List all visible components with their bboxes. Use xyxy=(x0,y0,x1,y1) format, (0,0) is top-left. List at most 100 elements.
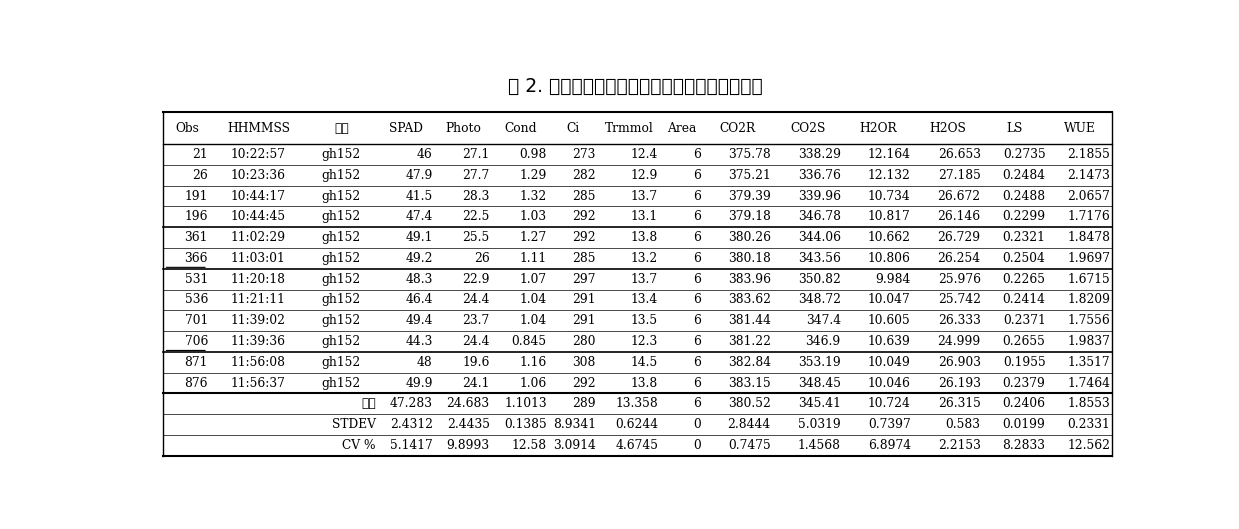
Text: 1.8553: 1.8553 xyxy=(1068,397,1110,411)
Text: gh152: gh152 xyxy=(322,252,361,265)
Text: 0.2655: 0.2655 xyxy=(1002,335,1046,348)
Text: 381.44: 381.44 xyxy=(727,314,771,327)
Text: 346.78: 346.78 xyxy=(798,211,841,223)
Text: 347.4: 347.4 xyxy=(805,314,841,327)
Text: 10.662: 10.662 xyxy=(867,231,911,244)
Text: LS: LS xyxy=(1007,122,1023,135)
Text: 13.4: 13.4 xyxy=(631,294,658,306)
Text: 2.0657: 2.0657 xyxy=(1068,189,1110,203)
Text: 8.9341: 8.9341 xyxy=(553,418,596,431)
Text: 1.06: 1.06 xyxy=(519,377,546,389)
Text: 14.5: 14.5 xyxy=(631,356,658,369)
Text: 26.254: 26.254 xyxy=(938,252,981,265)
Text: H2OR: H2OR xyxy=(859,122,897,135)
Text: 26.653: 26.653 xyxy=(938,148,981,161)
Text: 6: 6 xyxy=(693,252,701,265)
Text: 表 2. 同一春油菜叶片的不同光合气体交换参数据: 表 2. 同一春油菜叶片的不同光合气体交换参数据 xyxy=(508,77,762,96)
Text: 2.1473: 2.1473 xyxy=(1068,169,1110,182)
Text: 28.3: 28.3 xyxy=(462,189,489,203)
Text: 12.562: 12.562 xyxy=(1067,439,1110,452)
Text: 27.1: 27.1 xyxy=(462,148,489,161)
Text: gh152: gh152 xyxy=(322,314,361,327)
Text: 346.9: 346.9 xyxy=(805,335,841,348)
Text: 1.29: 1.29 xyxy=(519,169,546,182)
Text: HHMMSS: HHMMSS xyxy=(227,122,290,135)
Text: 49.9: 49.9 xyxy=(405,377,432,389)
Text: 6: 6 xyxy=(693,377,701,389)
Text: gh152: gh152 xyxy=(322,294,361,306)
Text: 8.2833: 8.2833 xyxy=(1002,439,1046,452)
Text: 273: 273 xyxy=(572,148,596,161)
Text: 0.583: 0.583 xyxy=(945,418,981,431)
Text: 6: 6 xyxy=(693,148,701,161)
Text: gh152: gh152 xyxy=(322,189,361,203)
Text: 21: 21 xyxy=(192,148,208,161)
Text: 48.3: 48.3 xyxy=(405,272,432,286)
Text: 24.683: 24.683 xyxy=(446,397,489,411)
Text: Trmmol: Trmmol xyxy=(605,122,653,135)
Text: 380.52: 380.52 xyxy=(729,397,771,411)
Text: 10:44:45: 10:44:45 xyxy=(230,211,286,223)
Text: 381.22: 381.22 xyxy=(727,335,771,348)
Text: 536: 536 xyxy=(185,294,208,306)
Text: 49.4: 49.4 xyxy=(405,314,432,327)
Text: 0.0199: 0.0199 xyxy=(1002,418,1046,431)
Text: 191: 191 xyxy=(185,189,208,203)
Text: 1.03: 1.03 xyxy=(519,211,546,223)
Text: 11:21:11: 11:21:11 xyxy=(230,294,286,306)
Text: 1.6715: 1.6715 xyxy=(1068,272,1110,286)
Text: 380.18: 380.18 xyxy=(729,252,771,265)
Text: gh152: gh152 xyxy=(322,272,361,286)
Text: 876: 876 xyxy=(185,377,208,389)
Text: Ci: Ci xyxy=(566,122,580,135)
Text: 46: 46 xyxy=(418,148,432,161)
Text: 344.06: 344.06 xyxy=(798,231,841,244)
Text: WUE: WUE xyxy=(1064,122,1095,135)
Text: 291: 291 xyxy=(572,294,596,306)
Text: 13.7: 13.7 xyxy=(631,272,658,286)
Text: 2.1855: 2.1855 xyxy=(1068,148,1110,161)
Text: 2.4435: 2.4435 xyxy=(447,418,489,431)
Text: 2.2153: 2.2153 xyxy=(938,439,981,452)
Text: 11:56:08: 11:56:08 xyxy=(230,356,286,369)
Text: 6: 6 xyxy=(693,397,701,411)
Text: 0.2299: 0.2299 xyxy=(1002,211,1046,223)
Text: 0.2484: 0.2484 xyxy=(1002,169,1046,182)
Text: 366: 366 xyxy=(185,252,208,265)
Text: 289: 289 xyxy=(572,397,596,411)
Text: 706: 706 xyxy=(185,335,208,348)
Text: 编号: 编号 xyxy=(335,122,348,135)
Text: 1.1013: 1.1013 xyxy=(504,397,546,411)
Text: 25.5: 25.5 xyxy=(462,231,489,244)
Text: 13.7: 13.7 xyxy=(631,189,658,203)
Text: 196: 196 xyxy=(185,211,208,223)
Text: 24.1: 24.1 xyxy=(462,377,489,389)
Text: 282: 282 xyxy=(572,169,596,182)
Text: 0.845: 0.845 xyxy=(512,335,546,348)
Text: 0.2504: 0.2504 xyxy=(1002,252,1046,265)
Text: 22.9: 22.9 xyxy=(462,272,489,286)
Text: 10.639: 10.639 xyxy=(867,335,911,348)
Text: 2.4312: 2.4312 xyxy=(390,418,432,431)
Text: 292: 292 xyxy=(572,231,596,244)
Text: 11:39:02: 11:39:02 xyxy=(230,314,286,327)
Text: 336.76: 336.76 xyxy=(798,169,841,182)
Text: gh152: gh152 xyxy=(322,231,361,244)
Text: CV %: CV % xyxy=(342,439,375,452)
Text: 49.2: 49.2 xyxy=(405,252,432,265)
Text: 6: 6 xyxy=(693,356,701,369)
Text: 0.7475: 0.7475 xyxy=(729,439,771,452)
Text: 9.984: 9.984 xyxy=(876,272,911,286)
Text: 1.9837: 1.9837 xyxy=(1068,335,1110,348)
Text: 383.96: 383.96 xyxy=(727,272,771,286)
Text: 12.132: 12.132 xyxy=(867,169,911,182)
Text: 0.2321: 0.2321 xyxy=(1002,231,1046,244)
Text: 1.8478: 1.8478 xyxy=(1067,231,1110,244)
Text: 343.56: 343.56 xyxy=(798,252,841,265)
Text: 48: 48 xyxy=(418,356,432,369)
Text: Area: Area xyxy=(667,122,696,135)
Text: 12.3: 12.3 xyxy=(631,335,658,348)
Text: 1.8209: 1.8209 xyxy=(1067,294,1110,306)
Text: 0.6244: 0.6244 xyxy=(615,418,658,431)
Text: 13.8: 13.8 xyxy=(631,377,658,389)
